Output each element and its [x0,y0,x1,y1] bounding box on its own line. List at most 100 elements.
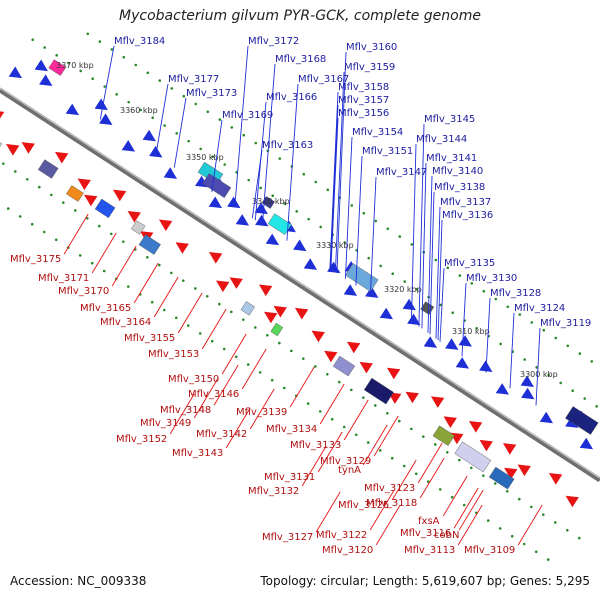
scale-dot [31,38,34,42]
scale-dot [234,355,238,359]
forward-gene-arrow [227,196,241,209]
scale-dot [439,303,443,307]
scale-dot [535,366,538,369]
gene-label-bottom: Mflv_3148 [160,405,211,416]
scale-dot [462,503,466,507]
label-leader [261,63,276,225]
forward-gene-arrow [65,103,80,116]
label-leaders [63,45,543,546]
scale-dot [258,371,262,374]
scale-dot [90,261,94,265]
gene-label-top: Mflv_3160 [346,42,397,53]
scale-dot [374,404,377,407]
scale-label: 3330 kbp [316,241,354,250]
label-leader [173,97,187,168]
label-leader [91,232,117,274]
scale-dot [158,263,161,267]
scale-dot [198,332,202,335]
genome-summary-text: Topology: circular; Length: 5,619,607 bp… [260,574,590,588]
label-leader [177,292,203,334]
scale-dot [6,207,10,210]
scale-dot [530,505,533,509]
forward-gene-arrow [539,411,554,424]
feature-block [37,159,59,179]
label-leader [221,333,247,375]
gene-label-bottom: Mflv_3142 [196,429,247,440]
forward-gene-arrow [402,298,416,311]
label-leader [410,143,417,322]
scale-dot [542,513,545,516]
scale-dot [271,194,275,198]
reverse-gene-arrow [346,341,361,354]
scale-dot [354,433,358,437]
scale-dot [403,280,407,283]
scale-dot [350,204,354,207]
scale-dot [494,297,498,301]
reverse-gene-arrow [405,391,419,404]
scale-label: 3370 kbp [56,61,94,70]
gene-label-top: Mflv_3157 [338,95,389,106]
gene-label-bottom: Mflv_3116 [400,528,451,539]
label-leader [437,219,443,341]
forward-gene-arrow [39,74,53,86]
scale-dot [554,336,558,340]
scale-dot [386,227,390,231]
gene-label-bottom: Mflv_3153 [148,349,199,360]
scale-dot [314,180,318,184]
label-leader [213,364,239,406]
scale-label: 3340 kbp [252,197,290,206]
reverse-gene-arrow [229,277,243,289]
scale-dot [571,389,574,393]
gene-label-top: Mflv_3130 [466,273,517,284]
scale-dot [222,347,226,351]
scale-dot [211,155,214,159]
gene-label-bottom: Mflv_3165 [80,303,131,314]
label-leader [201,308,227,350]
gene-label-bottom: Mflv_3134 [266,424,317,435]
label-leader [369,489,395,531]
scale-dot [518,313,522,316]
scale-dot [362,396,365,399]
scale-dot [98,224,101,228]
scale-dot [374,219,378,223]
scale-dot [18,215,22,218]
reverse-gene-arrow [468,421,483,433]
scale-dot [494,482,497,485]
forward-gene-arrow [8,66,23,79]
gene-label-bottom: Mflv_3123 [364,483,415,494]
scale-dot [470,282,474,285]
scale-dot [139,108,142,112]
scale-dot [86,216,89,220]
gene-label-top: Mflv_3145 [424,114,475,125]
forward-gene-arrow [265,233,280,246]
gene-label-top: Mflv_3138 [434,182,485,193]
gene-label-top: Mflv_3141 [426,153,477,164]
forward-gene-arrow [208,196,223,209]
feature-block [345,263,379,292]
scale-dot [30,222,34,226]
reverse-gene-arrow [548,473,563,485]
scale-dot [122,240,125,243]
scale-dot [542,328,546,332]
scale-dot [302,357,305,360]
scale-dot [187,139,190,143]
scale-dot [74,209,77,212]
label-leader [334,71,345,273]
scale-dot [506,305,510,309]
scale-dot [554,521,557,524]
scale-dot [482,289,486,293]
label-leader [193,377,219,419]
forward-gene-arrow [343,284,358,296]
scale-dot [486,519,490,522]
feature-block [48,59,67,76]
feature-block [267,213,292,235]
forward-gene-arrow [94,98,108,111]
scale-dot [91,77,94,81]
reverse-gene-arrow [294,307,309,320]
scale-dot [163,124,166,127]
scale-dot [223,163,226,166]
gene-label-top: Mflv_3172 [248,36,299,47]
scale-dot [470,466,473,470]
gene-label-top: Mflv_3128 [490,288,541,299]
scale-dot [218,302,221,306]
